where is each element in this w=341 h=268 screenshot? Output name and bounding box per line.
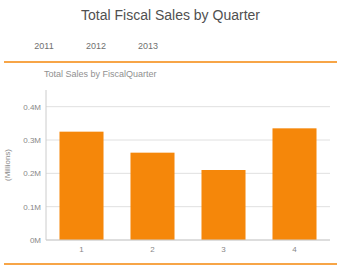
title: Total Fiscal Sales by Quarter	[81, 7, 260, 23]
bars	[59, 128, 316, 240]
annotation: 2013	[138, 41, 158, 51]
x-tick-label: 2	[150, 245, 155, 254]
subtitle: Total Sales by FiscalQuarter	[44, 69, 157, 79]
y-tick-label: 0M	[30, 236, 41, 245]
x-axis-line	[46, 240, 330, 241]
separator	[4, 61, 337, 63]
y-tick-label: 0.4M	[23, 103, 41, 112]
x-tick-label: 1	[79, 245, 84, 254]
bar	[59, 132, 103, 240]
chart: Total Fiscal Sales by Quarter 2011 2012 201…	[0, 0, 341, 268]
annotation: 2011	[34, 41, 53, 51]
annotation: 2012	[86, 41, 106, 51]
y-axis-line	[46, 90, 47, 240]
grid-line	[46, 240, 330, 241]
bar	[130, 153, 174, 240]
y-tick-label: 0.3M	[23, 136, 41, 145]
bar	[272, 128, 316, 240]
y-axis-label: (Millions)	[3, 149, 12, 181]
x-tick-label: 4	[292, 245, 297, 254]
y-tick-label: 0.2M	[23, 169, 41, 178]
bottom-rule	[4, 263, 337, 265]
x-tick-label: 3	[221, 245, 226, 254]
y-tick-label: 0.1M	[23, 203, 41, 212]
grid-line	[46, 106, 330, 107]
bar	[201, 170, 245, 240]
